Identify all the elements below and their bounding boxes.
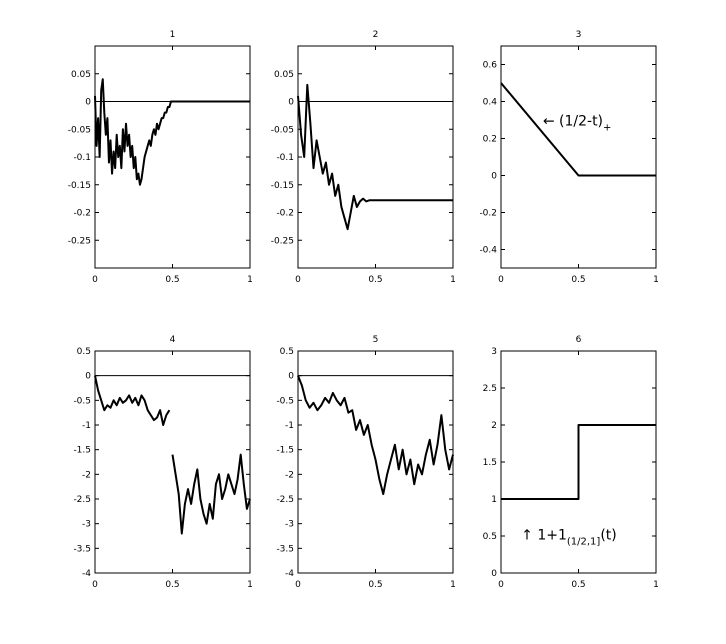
- x-tick-label: 0: [498, 580, 504, 590]
- x-tick-label: 0.5: [571, 275, 585, 285]
- annotation-subscript: +: [603, 123, 611, 134]
- data-line: [297, 375, 454, 496]
- x-tick-label: 1: [450, 580, 456, 590]
- y-tick-label: 0: [491, 172, 497, 182]
- y-tick-label: 1: [491, 495, 497, 505]
- subplot-title: 2: [373, 30, 379, 40]
- subplot: 50.50-0.5-1-1.5-2-2.5-3-3.5-40 0.5 1: [276, 335, 455, 590]
- y-tick-label: -2.5: [276, 495, 294, 505]
- y-tick-label: -0.2: [73, 209, 91, 219]
- x-tick-label: 0: [295, 580, 301, 590]
- x-tick-label: 0.5: [571, 580, 585, 590]
- y-tick-label: -0.25: [68, 236, 91, 246]
- axes-box: [297, 45, 454, 269]
- y-tick-label: 0.5: [280, 347, 294, 357]
- x-tick-label: 1: [450, 275, 456, 285]
- x-tick-label: 0.5: [165, 580, 179, 590]
- y-tick-label: 0: [288, 372, 294, 382]
- y-tick-label: 0: [85, 98, 91, 108]
- y-tick-label: -3.5: [276, 544, 294, 554]
- y-tick-label: -1.5: [73, 446, 91, 456]
- y-tick-label: -0.2: [276, 209, 294, 219]
- annotation-text: ↑ 1+1: [521, 528, 567, 544]
- y-tick-label: -4: [285, 569, 294, 579]
- y-tick-label: -0.1: [276, 153, 294, 163]
- y-tick-label: -0.4: [479, 246, 497, 256]
- x-tick-label: 1: [247, 275, 253, 285]
- x-tick-label: 1: [247, 580, 253, 590]
- y-tick-label: -2: [285, 470, 294, 480]
- x-tick-label: 1: [653, 580, 659, 590]
- y-tick-label: -0.25: [271, 236, 294, 246]
- subplot-title: 4: [170, 335, 176, 345]
- x-tick-label: 0.5: [368, 275, 382, 285]
- axes-box: [500, 45, 657, 269]
- y-tick-label: -0.5: [276, 396, 294, 406]
- y-tick-label: -0.1: [73, 153, 91, 163]
- y-tick-label: -1: [82, 421, 91, 431]
- y-tick-label: -3: [285, 520, 294, 530]
- y-tick-label: 0.5: [77, 347, 91, 357]
- y-tick-label: -0.15: [271, 181, 294, 191]
- annotation: ↑ 1+1(1/2,1](t): [521, 528, 617, 548]
- x-tick-label: 0.5: [165, 275, 179, 285]
- y-tick-label: 0.2: [483, 135, 497, 145]
- axes-box: [94, 350, 251, 574]
- subplot-title: 3: [576, 30, 582, 40]
- y-tick-label: 0.05: [274, 70, 294, 80]
- y-tick-label: -4: [82, 569, 91, 579]
- y-tick-label: -3.5: [73, 544, 91, 554]
- x-tick-label: 0: [498, 275, 504, 285]
- y-tick-label: 0.4: [483, 98, 498, 108]
- y-tick-label: -0.5: [73, 396, 91, 406]
- x-tick-label: 0: [295, 275, 301, 285]
- annotation-subscript: (1/2,1]: [567, 537, 601, 548]
- y-tick-label: -2.5: [73, 495, 91, 505]
- x-tick-label: 0: [92, 275, 98, 285]
- subplot: 6 3 2.5 2 1.5 1 0.5 00 0.5 1 ↑ 1+1(1/2,1](t): [483, 335, 659, 590]
- y-tick-label: 2.5: [483, 384, 497, 394]
- data-line: [94, 375, 251, 535]
- subplot-title: 5: [373, 335, 379, 345]
- annotation-text: ← (1/2-t): [543, 114, 603, 130]
- data-line: [94, 78, 250, 186]
- y-tick-label: 0.5: [483, 532, 497, 542]
- x-tick-label: 1: [653, 275, 659, 285]
- y-tick-label: 0: [288, 98, 294, 108]
- y-tick-label: 1.5: [483, 458, 497, 468]
- y-tick-label: 3: [491, 347, 497, 357]
- x-tick-label: 0: [92, 580, 98, 590]
- data-line: [501, 424, 656, 500]
- y-tick-label: 0.6: [483, 61, 498, 71]
- subplot-title: 1: [170, 30, 176, 40]
- y-tick-label: -0.05: [68, 125, 91, 135]
- subplot: 2 0.05 0 -0.05 -0.1 -0.15 -0.2 -0.25 0 0.5 1: [271, 30, 456, 285]
- annotation: ← (1/2-t)+: [543, 114, 612, 134]
- y-tick-label: 0: [491, 569, 497, 579]
- subplot: 1 0.05 0 -0.05 -0.1 -0.15 -0.2 -0.25 0 0.5 1: [68, 30, 253, 285]
- y-tick-label: -1: [285, 421, 294, 431]
- x-tick-label: 0.5: [368, 580, 382, 590]
- y-tick-label: -1.5: [276, 446, 294, 456]
- y-tick-label: -0.05: [271, 125, 294, 135]
- annotation-suffix: (t): [600, 528, 616, 544]
- y-tick-label: -0.2: [479, 209, 497, 219]
- y-tick-label: 0: [85, 372, 91, 382]
- subplot-title: 6: [576, 335, 582, 345]
- subplot: 40.50-0.5-1-1.5-2-2.5-3-3.5-40 0.5 1: [73, 335, 252, 590]
- subplot: 3 0.6 0.4 0.2 0 -0.2 -0.4 0 0.5 1 ← (1/2-t)+: [479, 30, 658, 285]
- y-tick-label: 2: [491, 421, 497, 431]
- y-tick-label: -3: [82, 520, 91, 530]
- y-tick-label: -0.15: [68, 181, 91, 191]
- y-tick-label: -2: [82, 470, 91, 480]
- data-line: [297, 83, 453, 231]
- data-line: [500, 82, 656, 177]
- y-tick-label: 0.05: [71, 70, 91, 80]
